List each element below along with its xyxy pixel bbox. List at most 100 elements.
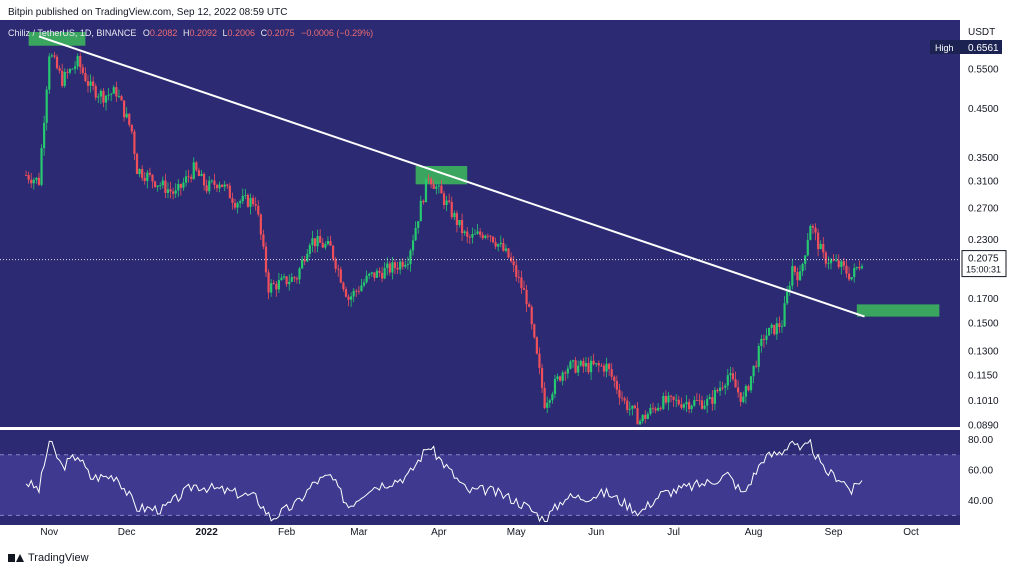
candle-body: [559, 376, 562, 381]
candle-body: [319, 236, 322, 243]
candle-body: [99, 90, 102, 97]
candle-body: [76, 56, 79, 67]
candle-body: [551, 394, 554, 401]
candle-body: [829, 259, 833, 264]
price-unit-label: USDT: [968, 27, 995, 38]
candle-body: [422, 200, 425, 203]
change-value: −0.0006 (−0.29%): [301, 28, 373, 38]
candle-body: [721, 387, 724, 389]
candle-body: [313, 238, 317, 247]
candle-body: [680, 404, 683, 408]
candle-body: [685, 402, 688, 405]
candle-body: [79, 56, 82, 68]
rsi-tick-label: 40.00: [968, 496, 993, 507]
candle-body: [262, 234, 265, 247]
candle-body: [197, 170, 201, 177]
price-tick-label: 0.4500: [968, 104, 999, 115]
candle-body: [502, 242, 505, 251]
support-resistance-zone[interactable]: [28, 32, 86, 46]
candle-body: [43, 122, 46, 149]
candle-body: [151, 174, 154, 182]
time-tick-label: Oct: [903, 527, 919, 538]
candle-body: [84, 73, 87, 82]
candle-body: [628, 408, 631, 410]
price-tick-label: 0.1500: [968, 319, 999, 330]
candle-body: [208, 180, 211, 192]
candle-body: [432, 184, 435, 189]
candle-body: [706, 399, 709, 406]
candle-body: [507, 248, 510, 258]
candle-body: [277, 280, 280, 290]
candle-body: [249, 198, 252, 207]
candle-body: [316, 236, 319, 247]
time-axis-ticks: Nov Dec 2022 Feb Mar Apr May Jun Jul Aug Sep Oct: [40, 527, 919, 538]
price-tick-label: 0.1700: [968, 294, 999, 305]
candle-body: [528, 304, 531, 307]
candle-body: [654, 408, 657, 411]
candle-body: [762, 338, 766, 340]
candle-body: [755, 365, 758, 367]
candle-body: [419, 200, 422, 222]
candle-body: [380, 272, 384, 279]
candle-body: [290, 277, 293, 282]
candle-body: [48, 56, 51, 90]
candle-body: [860, 266, 864, 269]
candle-body: [757, 345, 760, 367]
support-resistance-zone[interactable]: [856, 304, 940, 317]
candle-body: [324, 244, 327, 248]
candle-body: [411, 240, 415, 251]
candle-body: [610, 369, 613, 377]
candle-body: [739, 392, 742, 402]
candle-body: [172, 191, 175, 194]
time-tick-label: 2022: [196, 527, 219, 538]
candle-body: [579, 360, 582, 366]
candle-body: [853, 268, 856, 278]
candle-body: [45, 89, 48, 123]
rsi-tick-label: 80.00: [968, 435, 993, 446]
chart-container[interactable]: 0.5500 0.4500 0.3500 0.3100 0.2700 0.2300 0.17…: [0, 20, 1024, 555]
candle-body: [747, 386, 750, 391]
price-tick-label: 0.3500: [968, 153, 999, 164]
candle-body: [780, 326, 784, 328]
candle-body: [455, 213, 459, 226]
candle-body: [24, 174, 28, 176]
candle-body: [179, 183, 182, 188]
candle-body: [424, 178, 428, 203]
candle-body: [68, 69, 72, 73]
candle-body: [270, 283, 273, 293]
candle-body: [218, 184, 221, 189]
chart-svg[interactable]: 0.5500 0.4500 0.3500 0.3100 0.2700 0.2300 0.17…: [0, 20, 1024, 550]
candle-body: [840, 261, 843, 268]
price-tick-label: 0.1150: [968, 370, 998, 381]
candle-body: [184, 176, 188, 183]
candle-body: [574, 360, 577, 373]
candle-body: [824, 252, 827, 264]
candle-body: [533, 324, 536, 338]
candle-body: [282, 276, 286, 278]
candle-body: [192, 162, 195, 179]
candle-body: [566, 368, 569, 374]
candle-body: [50, 55, 53, 57]
candle-body: [164, 180, 167, 193]
candle-body: [182, 182, 185, 188]
time-tick-label: Apr: [431, 527, 447, 538]
candle-body: [329, 241, 332, 246]
candle-body: [700, 400, 704, 409]
candle-body: [466, 231, 469, 237]
trendline[interactable]: [38, 35, 865, 318]
candle-body: [239, 201, 242, 204]
candle-body: [350, 296, 353, 300]
candle-body: [569, 361, 572, 369]
candle-body: [259, 214, 262, 235]
candle-body: [659, 407, 662, 409]
candle-body: [427, 178, 430, 180]
time-tick-label: Jul: [667, 527, 680, 538]
high-value-label: 0.6561: [968, 43, 999, 54]
candle-body: [383, 268, 386, 279]
candle-body: [814, 227, 817, 233]
candle-body: [481, 234, 484, 239]
candle-body: [778, 323, 781, 327]
candle-body: [337, 268, 340, 270]
candle-body: [357, 290, 360, 292]
candle-body: [525, 289, 528, 305]
